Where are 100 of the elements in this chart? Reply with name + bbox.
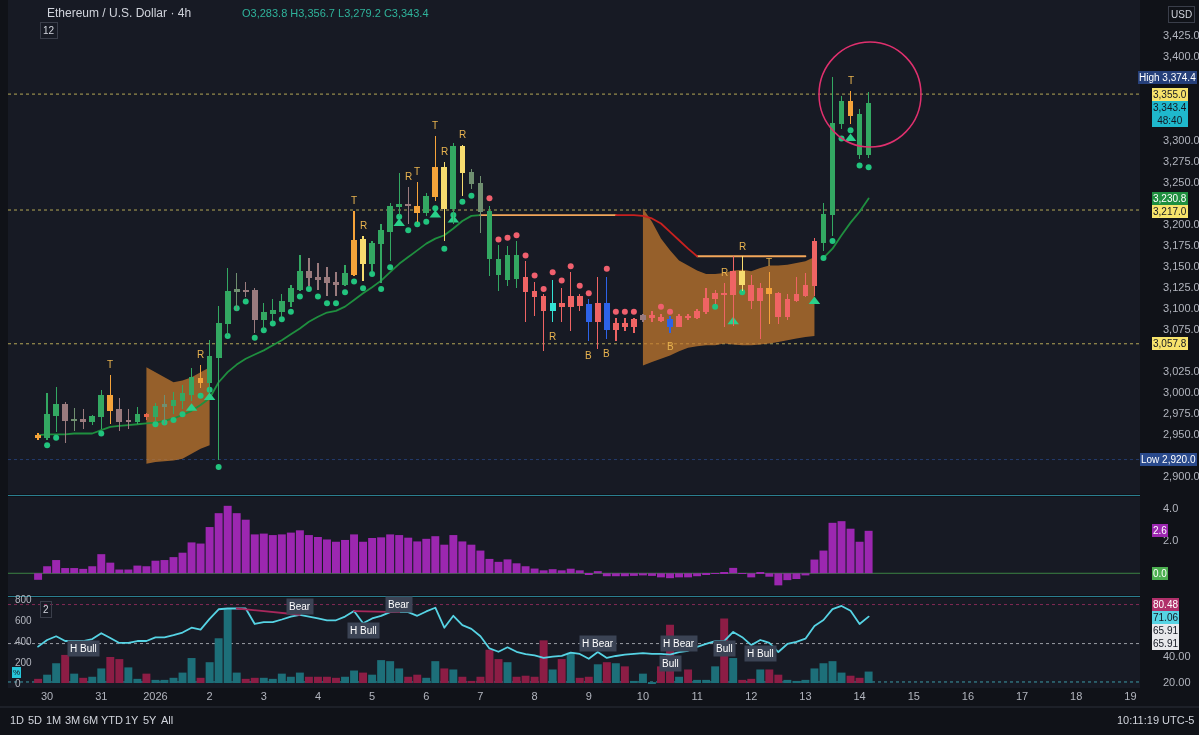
- candlestick: [477, 175, 484, 233]
- text: 10:11:19 UTC-5: [1117, 714, 1195, 726]
- text: YTD: [101, 714, 124, 726]
- x-tick-label: 5: [369, 690, 376, 702]
- candlestick: [585, 299, 592, 341]
- text: 65.91: [1153, 638, 1179, 649]
- point: [468, 192, 475, 199]
- point: [305, 286, 312, 293]
- point: [44, 442, 51, 449]
- point: [387, 264, 394, 271]
- x-tick-label: 7: [477, 690, 484, 702]
- annotation: Bull: [716, 643, 733, 654]
- point: [829, 238, 836, 245]
- annotation: T: [414, 166, 421, 177]
- x-tick-label: 13: [799, 690, 812, 702]
- candlestick: [125, 409, 132, 430]
- x-tick-label: 17: [1015, 690, 1029, 702]
- candlestick: [685, 314, 691, 320]
- point: [260, 327, 267, 334]
- candlestick: [612, 317, 619, 341]
- annotation: H Bull: [70, 643, 97, 654]
- candlestick: [62, 401, 69, 443]
- annotation: Bull: [662, 658, 679, 669]
- point: [621, 308, 628, 315]
- point: [152, 421, 159, 428]
- text: 2.6: [1153, 525, 1168, 536]
- point: [432, 205, 439, 212]
- y-tick-label: 800: [15, 594, 33, 606]
- candlestick: [802, 273, 809, 298]
- bar: [34, 678, 43, 684]
- candlestick: [170, 391, 177, 414]
- candlestick: [540, 294, 547, 351]
- point: [820, 254, 827, 261]
- annotation: R: [360, 220, 368, 231]
- candlestick: [703, 288, 709, 315]
- x-tick-label: 2026: [143, 690, 168, 702]
- candlestick: [107, 374, 114, 425]
- point: [441, 245, 448, 252]
- bar: [548, 669, 557, 684]
- candlestick: [649, 311, 655, 323]
- bar: [593, 571, 602, 574]
- ref-line-label: 3,057.8: [1153, 338, 1187, 349]
- text: Ethereum / U.S. Dollar · 4h: [47, 6, 192, 20]
- candlestick: [748, 274, 755, 309]
- y-tick-label: 3,425.0: [1163, 29, 1199, 42]
- annotation: B: [585, 350, 592, 361]
- point: [215, 464, 222, 471]
- point: [576, 282, 583, 289]
- candlestick: [694, 309, 700, 320]
- point: [531, 272, 538, 279]
- text: 6M: [83, 714, 99, 726]
- y-tick-label: 400: [15, 635, 33, 647]
- y-tick-label: 3,275.0: [1163, 155, 1199, 168]
- y-tick-label: 200: [15, 656, 33, 668]
- point: [603, 265, 610, 272]
- candlestick: [622, 317, 628, 331]
- bar: [602, 662, 611, 684]
- annotation: Bear: [289, 601, 311, 612]
- text: O3,283.8 H3,356.7 L3,279.2 C3,343.4: [242, 7, 429, 19]
- y-tick-label: 3,300.0: [1163, 134, 1199, 147]
- point: [296, 293, 303, 300]
- text: 1M: [46, 714, 62, 726]
- annotation: T: [766, 257, 773, 268]
- candlestick: [297, 254, 303, 291]
- y-tick-label: 0: [15, 677, 21, 689]
- y-tick-label: 3,200.0: [1163, 218, 1199, 231]
- point: [197, 392, 204, 399]
- text: 3,343.4 48:40: [1153, 102, 1187, 126]
- candlestick: [197, 364, 204, 388]
- bar: [142, 673, 151, 684]
- candlestick: [603, 276, 610, 340]
- point: [405, 227, 412, 234]
- candlestick: [143, 412, 150, 420]
- y-tick-label: 3,100.0: [1163, 302, 1199, 315]
- point: [486, 195, 493, 202]
- annotation: T: [432, 120, 439, 131]
- point: [504, 234, 511, 241]
- text: 5D: [28, 714, 43, 726]
- text: 3,230.8: [1153, 193, 1187, 204]
- candlestick: [215, 306, 222, 461]
- y-tick-label: 3,000.0: [1163, 386, 1199, 399]
- x-tick-label: 4: [314, 690, 321, 702]
- point: [567, 263, 574, 270]
- y-tick-label: 3,250.0: [1163, 176, 1199, 189]
- candlestick: [432, 136, 439, 201]
- text: 3M: [65, 714, 81, 726]
- candlestick: [847, 90, 854, 125]
- bar: [359, 672, 368, 684]
- point: [242, 298, 249, 305]
- candlestick: [793, 276, 800, 303]
- text: USD: [1171, 9, 1193, 20]
- x-tick-label: 30: [40, 690, 54, 702]
- ref-line-label: Low 2,920.0: [1141, 454, 1196, 465]
- candlestick: [495, 244, 502, 292]
- point: [495, 236, 502, 243]
- annotation: 12: [43, 25, 55, 36]
- annotation: B: [667, 341, 674, 352]
- x-tick-label: 11: [691, 690, 703, 702]
- candlestick: [658, 314, 664, 323]
- point: [269, 320, 276, 327]
